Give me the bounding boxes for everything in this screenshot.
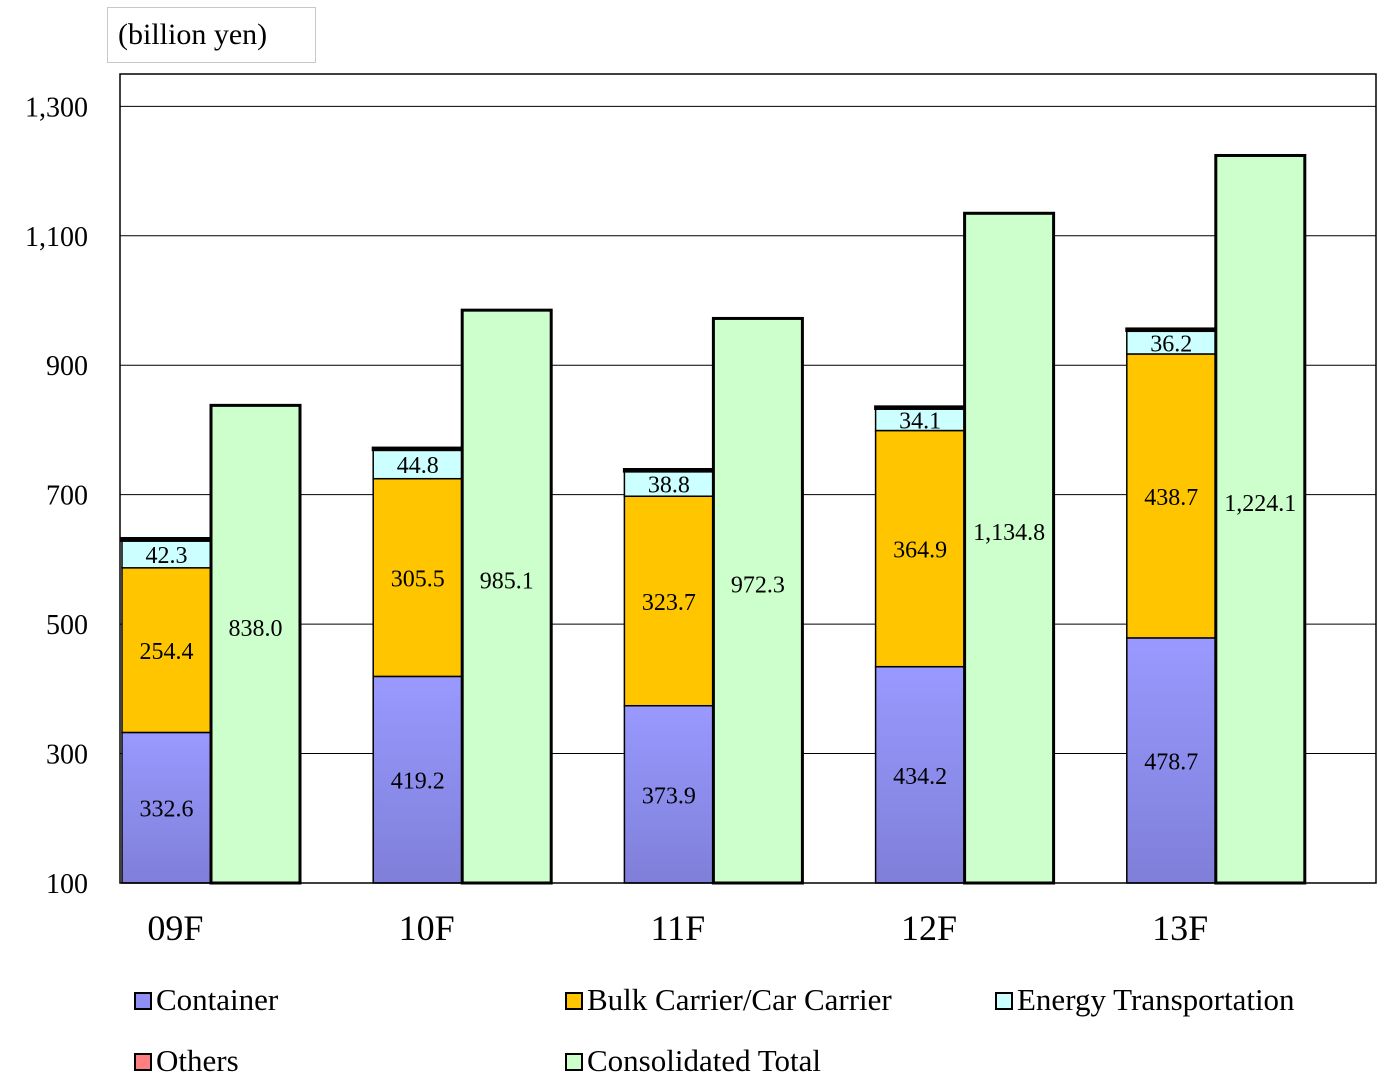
legend-swatch-bulk-carrier [565, 991, 583, 1010]
legend-item-consolidated-total: Consolidated Total [565, 1043, 821, 1079]
bar-others [371, 446, 464, 452]
unit-label: (billion yen) [107, 7, 316, 63]
bar-consolidated-total [963, 211, 1056, 885]
data-label: 373.9 [642, 783, 696, 809]
x-axis: 09F 10F 11F 12F 13F [147, 908, 1208, 948]
legend-swatch-consolidated-total [565, 1052, 583, 1071]
data-label: 305.5 [391, 567, 445, 593]
data-label: 44.8 [397, 453, 439, 479]
y-tick-label: 1,300 [25, 92, 88, 123]
x-tick-label: 09F [147, 908, 203, 948]
bar-bulk-carrier-car-carrier [121, 567, 212, 734]
bar-bulk-carrier-car-carrier [1126, 353, 1217, 639]
data-label: 1,224.1 [1224, 491, 1296, 517]
y-axis: 100 300 500 700 900 1,100 1,300 [25, 92, 88, 900]
bar-consolidated-total [711, 316, 804, 885]
x-tick-label: 10F [399, 908, 455, 948]
legend-item-energy-transportation: Energy Transportation [995, 982, 1295, 1018]
y-tick-label: 900 [46, 351, 88, 382]
data-label: 364.9 [893, 538, 947, 564]
data-label: 985.1 [480, 569, 534, 595]
data-labels: 332.6 254.4 42.3 838.0 419.2 305.5 44.8 985.1 37… [140, 331, 1297, 822]
bar-container [1126, 637, 1217, 884]
legend-item-bulk-carrier: Bulk Carrier/Car Carrier [565, 982, 892, 1018]
bar-consolidated-total [1214, 153, 1307, 885]
data-label: 434.2 [893, 764, 947, 790]
bars [120, 153, 1307, 885]
y-tick-label: 500 [46, 610, 88, 641]
y-tick-label: 700 [46, 481, 88, 512]
x-tick-label: 12F [901, 908, 957, 948]
legend-label: Consolidated Total [587, 1043, 822, 1078]
bar-energy-transportation [121, 539, 212, 569]
bar-bulk-carrier-car-carrier [623, 495, 715, 707]
y-tick-label: 100 [46, 869, 88, 900]
legend-label: Energy Transportation [1017, 982, 1295, 1017]
legend-swatch-others [134, 1052, 152, 1071]
bar-others [120, 536, 213, 542]
legend-swatch-container [134, 991, 152, 1010]
data-label: 478.7 [1144, 749, 1198, 775]
data-label: 42.3 [146, 543, 188, 569]
data-label: 1,134.8 [973, 520, 1045, 546]
plot-area-frame [119, 73, 1377, 884]
legend-label: Container [156, 982, 279, 1017]
data-label: 838.0 [229, 616, 283, 642]
legend-swatch-energy-transportation [995, 991, 1013, 1010]
bar-consolidated-total [209, 403, 302, 885]
data-label: 972.3 [731, 573, 785, 599]
data-label: 38.8 [648, 473, 690, 499]
x-tick-label: 11F [650, 908, 705, 948]
bar-bulk-carrier-car-carrier [372, 477, 463, 678]
data-label: 332.6 [140, 797, 194, 823]
data-label: 36.2 [1150, 331, 1192, 357]
data-label: 419.2 [391, 769, 445, 795]
legend-label: Others [156, 1043, 239, 1078]
data-label: 438.7 [1144, 485, 1198, 511]
data-label: 254.4 [140, 639, 194, 665]
y-tick-label: 300 [46, 740, 88, 771]
bar-consolidated-total [460, 308, 553, 885]
legend-item-others: Others [134, 1043, 239, 1079]
bar-energy-transportation [623, 470, 715, 497]
bar-container [623, 704, 715, 884]
x-tick-label: 13F [1152, 908, 1208, 948]
data-label: 323.7 [642, 590, 696, 616]
y-tick-label: 1,100 [25, 222, 88, 253]
bar-others [622, 468, 715, 473]
legend-item-container: Container [134, 982, 278, 1018]
data-label: 34.1 [899, 409, 941, 435]
legend-label: Bulk Carrier/Car Carrier [587, 982, 892, 1017]
